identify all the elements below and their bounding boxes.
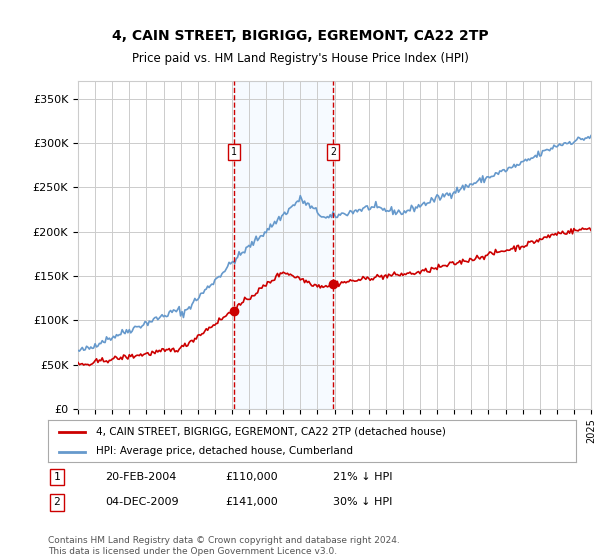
Text: 4, CAIN STREET, BIGRIGG, EGREMONT, CA22 2TP: 4, CAIN STREET, BIGRIGG, EGREMONT, CA22 … bbox=[112, 29, 488, 44]
Text: Contains HM Land Registry data © Crown copyright and database right 2024.
This d: Contains HM Land Registry data © Crown c… bbox=[48, 536, 400, 556]
Text: 4, CAIN STREET, BIGRIGG, EGREMONT, CA22 2TP (detached house): 4, CAIN STREET, BIGRIGG, EGREMONT, CA22 … bbox=[95, 427, 445, 437]
Text: 2: 2 bbox=[53, 497, 61, 507]
Text: HPI: Average price, detached house, Cumberland: HPI: Average price, detached house, Cumb… bbox=[95, 446, 353, 456]
Text: 30% ↓ HPI: 30% ↓ HPI bbox=[333, 497, 392, 507]
Text: 20-FEB-2004: 20-FEB-2004 bbox=[105, 472, 176, 482]
Bar bbox=[234, 81, 333, 409]
Text: Price paid vs. HM Land Registry's House Price Index (HPI): Price paid vs. HM Land Registry's House … bbox=[131, 52, 469, 66]
Text: 1: 1 bbox=[53, 472, 61, 482]
Text: 2: 2 bbox=[330, 147, 336, 157]
Text: 1: 1 bbox=[231, 147, 237, 157]
Text: 21% ↓ HPI: 21% ↓ HPI bbox=[333, 472, 392, 482]
Text: 04-DEC-2009: 04-DEC-2009 bbox=[105, 497, 179, 507]
Text: £141,000: £141,000 bbox=[225, 497, 278, 507]
Text: £110,000: £110,000 bbox=[225, 472, 278, 482]
